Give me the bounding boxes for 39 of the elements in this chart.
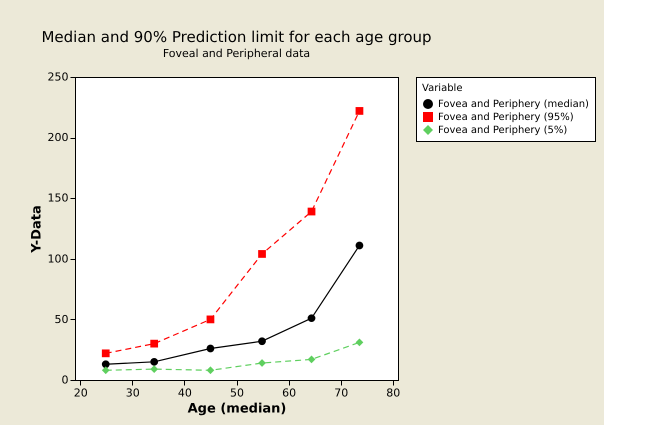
point	[150, 358, 158, 366]
x-axis-title: Age (median)	[188, 402, 286, 416]
legend-label: Fovea and Periphery (median)	[438, 99, 590, 110]
point	[356, 338, 364, 346]
point	[356, 242, 364, 250]
y-tick-label: 100	[48, 252, 68, 266]
x-tick-label: 20	[74, 386, 88, 400]
x-tick-label: 50	[230, 386, 244, 400]
y-axis-title: Y-Data	[30, 205, 45, 254]
x-tick-label: 80	[386, 386, 400, 400]
point	[308, 356, 316, 364]
point	[308, 208, 316, 216]
legend-label: Fovea and Periphery (95%)	[438, 112, 574, 123]
point	[102, 366, 110, 374]
point	[150, 365, 158, 373]
y-tick-label: 50	[54, 312, 68, 326]
x-tick-label: 30	[126, 386, 140, 400]
point	[102, 349, 110, 358]
point	[308, 314, 316, 322]
point	[356, 107, 364, 115]
point	[150, 340, 158, 348]
point	[258, 359, 266, 367]
point	[258, 337, 266, 346]
point	[206, 344, 214, 352]
chart-subtitle: Foveal and Peripheral data	[162, 47, 310, 60]
y-tick-label: 250	[48, 70, 68, 84]
legend-title: Variable	[422, 83, 462, 94]
chart-title: Median and 90% Prediction limit for each age group	[41, 28, 432, 46]
x-tick-label: 70	[334, 386, 348, 400]
y-tick-label: 200	[48, 131, 68, 144]
y-tick-label: 150	[48, 192, 68, 205]
point	[258, 250, 266, 258]
point	[102, 360, 110, 368]
point	[206, 316, 214, 324]
x-tick-label: 60	[282, 386, 296, 400]
legend-label: Fovea and Periphery (5%)	[438, 125, 568, 136]
x-tick-label: 40	[178, 386, 192, 400]
y-tick-label: 0	[62, 374, 68, 386]
point	[206, 366, 214, 374]
